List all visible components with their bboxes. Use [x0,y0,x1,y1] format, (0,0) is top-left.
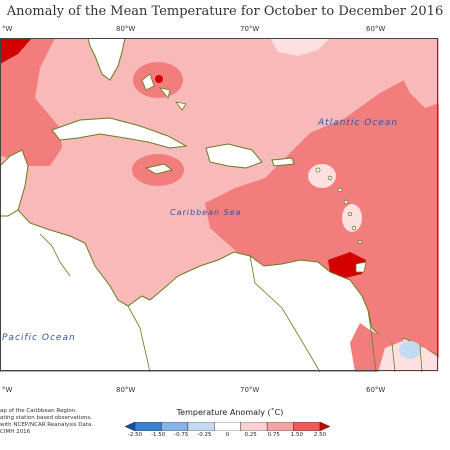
legend-label: -2.50 [127,432,143,438]
anomaly-map [0,38,439,372]
legend-swatch [319,422,330,431]
lon-tick-bottom: 70°W [240,386,260,394]
credit-text: ap of the Caribbean Region. ating statio… [0,408,140,436]
lon-tick-top: °W [2,25,13,33]
anomaly-zone-antilles [342,204,362,232]
bahamas-island [159,87,171,99]
puerto-rico-land [271,157,295,167]
lon-tick-top: 60°W [366,25,386,33]
credit-line: ap of the Caribbean Region. [0,408,77,414]
lon-tick-bottom: 80°W [116,386,136,394]
lon-tick-top: 70°W [240,25,260,33]
credit-line: CIMH 2016 [0,429,31,435]
cuba-land [51,117,188,149]
legend-label: -1.50 [151,432,166,438]
lon-tick-top: 80°W [116,25,136,33]
bahamas-island [175,101,187,111]
map-svg [0,38,439,372]
anomaly-zone-negative [399,341,421,359]
legend-swatch [161,422,189,431]
legend-label: 1.50 [290,432,303,438]
hispaniola-land [205,143,263,169]
legend-swatch [125,422,136,431]
legend-label: -0.75 [174,432,189,438]
legend-swatch [266,422,294,431]
lon-tick-bottom: °W [2,386,13,394]
country-borders [39,233,423,372]
anomaly-zone-max [0,38,32,64]
anomaly-zone-high [205,38,439,372]
legend-label: 0.25 [244,432,257,438]
bahamas-island [141,73,155,91]
credit-line: with NCEP/NCAR Reanalysis Data. [0,422,94,428]
legend-swatch [240,422,268,431]
anomaly-zone-vlight [270,38,330,56]
legend-swatch [293,422,321,431]
legend-colorbar [125,422,330,431]
label-atlantic-ocean: Atlantic Ocean [318,118,399,128]
anomaly-zone-light [398,38,439,108]
credit-line: ating station based observations, [0,415,92,421]
legend-title: Temperature Anomaly (˚C) [176,408,284,417]
label-caribbean-sea: Caribbean Sea [170,208,242,217]
lesser-antilles [315,167,362,244]
legend-label: 0.75 [267,432,280,438]
legend-label: 2.50 [313,432,327,438]
anomaly-zone-gulf [0,38,62,166]
trinidad-land [355,261,367,273]
anomaly-zone-antilles [308,164,336,188]
jamaica-land [144,163,174,175]
lon-tick-bottom: 60°W [366,386,386,394]
legend-label: 0 [225,432,230,438]
legend-swatch [214,422,241,431]
legend-swatch [187,422,215,431]
legend-swatch [134,422,162,431]
florida-land [87,38,126,81]
anomaly-peak-bahamas [155,75,163,83]
label-pacific-ocean: Pacific Ocean [2,333,76,343]
map-title: Anomaly of the Mean Temperature for Octo… [6,4,444,19]
legend-label: -0.25 [197,432,212,438]
